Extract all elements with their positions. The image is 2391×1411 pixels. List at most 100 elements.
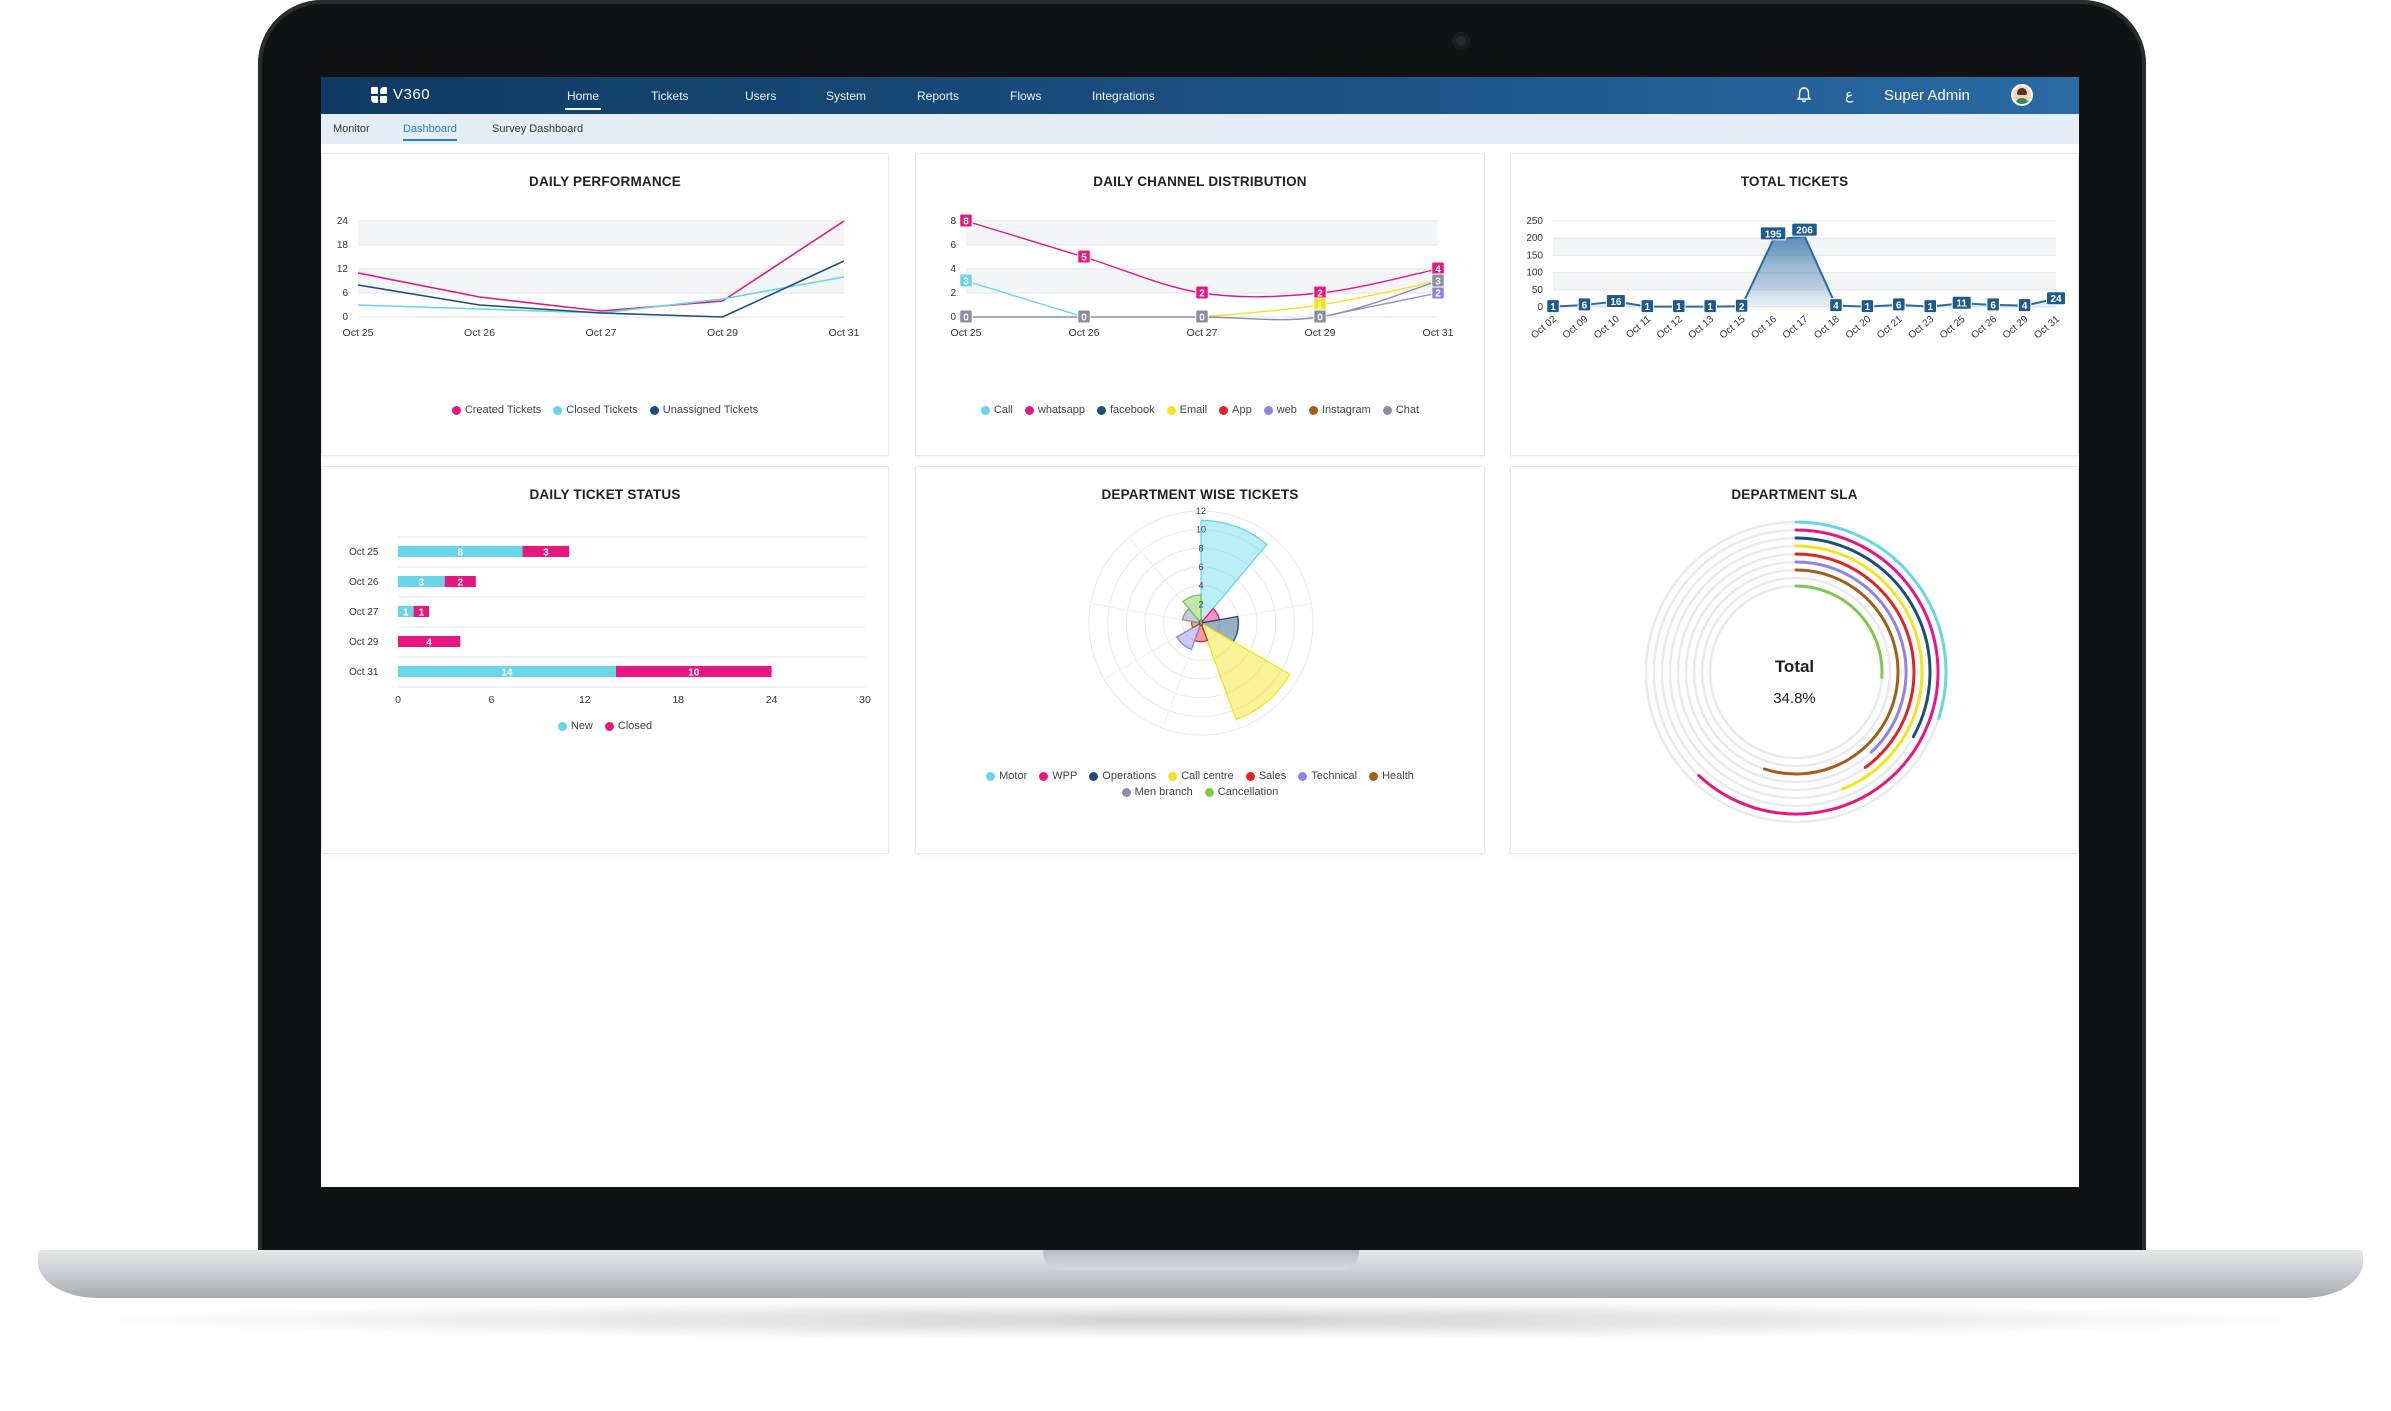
total-point-badge	[1703, 299, 1717, 314]
chan-xtick: Oct 25	[951, 327, 982, 339]
status-ytick: Oct 25	[349, 547, 379, 558]
dept-slice	[1200, 519, 1268, 625]
chan-point-badge	[959, 309, 973, 324]
total-xtick: Oct 31	[2032, 314, 2062, 342]
chan-series-line	[965, 280, 1085, 318]
total-ytick: 50	[1532, 285, 1544, 296]
status-xtick: 30	[859, 694, 871, 706]
legend-dot-icon	[451, 405, 461, 415]
total-point-label: 1	[1865, 302, 1871, 313]
nav-users[interactable]: Users	[745, 89, 777, 103]
perf-ytick: 0	[342, 312, 348, 323]
legend-label: Closed	[617, 720, 653, 732]
total-area	[1553, 236, 2056, 307]
perf-xtick: Oct 25	[343, 327, 374, 339]
nav-integrations[interactable]: Integrations	[1092, 89, 1155, 103]
language-switch[interactable]: ع	[1845, 86, 1854, 102]
total-point-badge	[1734, 298, 1749, 313]
app-logo[interactable]: V360	[371, 86, 430, 103]
total-ytick: 150	[1526, 250, 1543, 261]
chan-legend-item[interactable]: facebook	[1096, 404, 1155, 416]
nav-flows[interactable]: Flows	[1010, 89, 1042, 103]
dept-rtick: 2	[1198, 599, 1203, 609]
dept-legend-item[interactable]: Operations	[1089, 770, 1156, 782]
legend-label: web	[1276, 404, 1297, 416]
legend-dot-icon	[1204, 787, 1214, 797]
chan-point-label: 4	[1435, 265, 1441, 276]
chan-legend-item[interactable]: App	[1219, 404, 1252, 416]
legend-dot-icon	[986, 771, 996, 781]
total-xtick: Oct 20	[1844, 314, 1874, 342]
status-xtick: 24	[766, 694, 778, 706]
total-ytick: 100	[1526, 268, 1543, 279]
legend-label: Motor	[999, 770, 1028, 782]
perf-ytick: 24	[337, 216, 349, 227]
status-bar	[398, 636, 461, 647]
subnav-monitor[interactable]: Monitor	[333, 123, 370, 135]
dept-legend-item[interactable]: Cancellation	[1204, 786, 1278, 798]
status-bar	[522, 546, 570, 557]
dept-legend-item[interactable]: Motor	[986, 770, 1027, 782]
dept-slice	[1182, 594, 1202, 625]
legend-dot-icon	[980, 405, 990, 415]
daily-performance-title: DAILY PERFORMANCE	[529, 174, 681, 189]
status-xtick: 6	[488, 694, 494, 706]
chan-point-label: 2	[1199, 289, 1205, 300]
legend-dot-icon	[1024, 405, 1034, 415]
perf-ytick: 6	[342, 288, 348, 299]
legend-label: Technical	[1311, 770, 1358, 782]
nav-reports[interactable]: Reports	[917, 89, 960, 103]
status-bar	[444, 576, 476, 587]
dept-legend-item[interactable]: Call centre	[1168, 770, 1234, 782]
user-name[interactable]: Super Admin	[1884, 87, 1970, 104]
status-legend-item[interactable]: Closed	[604, 720, 653, 732]
status-legend-item[interactable]: New	[557, 720, 593, 732]
chan-legend-item[interactable]: Call	[980, 404, 1013, 416]
app-screen: V360 Home Tickets Users System Reports F…	[321, 77, 2079, 1187]
dept-legend-item[interactable]: Sales	[1245, 770, 1287, 782]
chan-point-label: 3	[1435, 277, 1441, 288]
status-ytick: Oct 26	[349, 577, 379, 588]
dept-legend-item[interactable]: Health	[1369, 770, 1414, 782]
nav-system[interactable]: System	[826, 89, 867, 103]
subnav-survey-dashboard[interactable]: Survey Dashboard	[492, 123, 584, 135]
dept-slice	[1175, 621, 1203, 651]
perf-legend-item[interactable]: Created Tickets	[451, 404, 541, 416]
chan-point-label: 3	[963, 277, 969, 288]
subnav-dashboard[interactable]: Dashboard	[403, 123, 457, 141]
chan-legend-item[interactable]: Instagram	[1308, 404, 1371, 416]
legend-label: Men branch	[1134, 786, 1193, 798]
avatar[interactable]	[2011, 84, 2033, 106]
total-ytick: 0	[1537, 302, 1543, 313]
chan-legend-item[interactable]: Email	[1166, 404, 1207, 416]
bell-icon[interactable]	[1796, 86, 1812, 104]
total-point-label: 11	[1956, 299, 1967, 310]
total-xtick: Oct 12	[1655, 314, 1685, 342]
status-bar-label: 4	[426, 638, 432, 649]
dept-rtick: 12	[1196, 506, 1206, 516]
chan-legend-item[interactable]: web	[1263, 404, 1297, 416]
perf-xtick: Oct 31	[829, 327, 860, 339]
status-bar-label: 1	[419, 608, 425, 619]
dept-rtick: 10	[1196, 525, 1206, 535]
chan-legend-item[interactable]: whatsapp	[1024, 404, 1085, 416]
legend-label: App	[1232, 404, 1252, 416]
chan-point-label: 2	[1317, 289, 1323, 300]
dept-legend-item[interactable]: Technical	[1298, 770, 1357, 782]
chan-xtick: Oct 29	[1305, 327, 1336, 339]
dept-legend-item[interactable]: WPP	[1039, 770, 1077, 782]
perf-legend-item[interactable]: Closed Tickets	[553, 404, 638, 416]
nav-home[interactable]: Home	[564, 89, 602, 110]
nav-tickets[interactable]: Tickets	[651, 89, 689, 103]
legend-dot-icon	[1219, 405, 1229, 415]
total-point-badge	[1791, 222, 1818, 237]
perf-legend-item[interactable]: Unassigned Tickets	[649, 404, 758, 416]
status-bar	[398, 576, 445, 587]
dept-legend-item[interactable]: Men branch	[1121, 786, 1193, 798]
chan-xtick: Oct 27	[1187, 327, 1218, 339]
chan-legend-item[interactable]: Chat	[1382, 404, 1419, 416]
department-wise-card: DEPARTMENT WISE TICKETS 0 2 4 6 8 10 12 Motor W…	[915, 466, 1485, 854]
total-point-label: 1	[1676, 302, 1682, 313]
chan-point-badge	[959, 213, 973, 228]
legend-label: Sales	[1258, 770, 1287, 782]
